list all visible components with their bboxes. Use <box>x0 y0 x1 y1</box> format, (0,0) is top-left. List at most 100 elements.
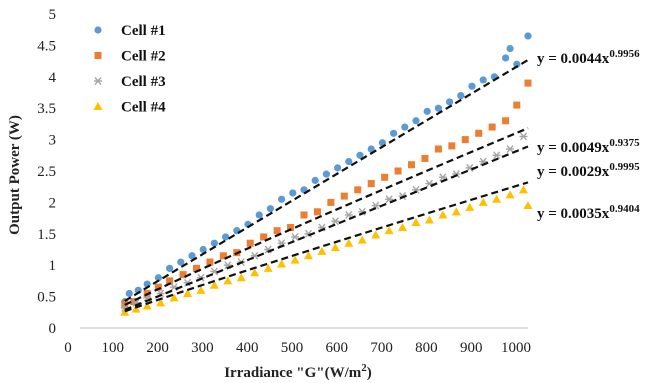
data-point <box>367 145 375 153</box>
data-point <box>478 197 488 206</box>
y-tick-label: 4.5 <box>37 38 56 54</box>
data-point <box>398 223 408 232</box>
x-tick-label: 400 <box>236 340 259 356</box>
data-point <box>446 98 454 106</box>
data-point <box>313 208 321 216</box>
data-point <box>166 264 174 272</box>
data-point <box>311 176 319 185</box>
y-tick-label: 5 <box>49 7 57 23</box>
x-axis-title-end: ) <box>367 365 372 381</box>
data-point <box>93 102 103 110</box>
data-point <box>130 298 138 306</box>
data-point <box>94 77 102 85</box>
series-cell-3 <box>120 132 528 312</box>
trend-equations: y = 0.0044x0.9956 y = 0.0049x0.9375 y = 0.… <box>537 48 640 222</box>
x-tick-label: 900 <box>460 340 483 356</box>
series-layer <box>120 32 533 316</box>
data-point <box>408 161 416 169</box>
data-point <box>303 251 313 260</box>
data-point <box>457 92 465 100</box>
data-point <box>166 277 174 285</box>
data-point <box>223 276 233 285</box>
data-point <box>327 198 335 206</box>
trend-equation: y = 0.0044x0.9956 <box>537 48 640 67</box>
y-axis-ticks: 0 0.5 1 1.5 2 2.5 3 3.5 4 4.5 5 <box>37 7 56 337</box>
data-point <box>519 185 529 194</box>
data-point <box>524 32 532 40</box>
data-point <box>421 154 429 162</box>
data-point <box>266 205 274 213</box>
data-point <box>300 211 308 219</box>
data-point <box>344 238 354 247</box>
data-point <box>131 304 141 313</box>
x-tick-label: 800 <box>415 340 438 356</box>
data-point <box>273 227 281 235</box>
y-tick-label: 2 <box>49 195 57 211</box>
data-point <box>330 243 340 252</box>
legend-label: Cell #3 <box>121 74 166 90</box>
data-point <box>209 280 219 289</box>
data-point <box>401 123 409 131</box>
y-tick-label: 3.5 <box>37 101 56 117</box>
data-point <box>169 293 179 302</box>
data-point <box>371 230 381 239</box>
data-point <box>513 60 521 68</box>
data-point <box>479 76 487 84</box>
series-cell-2 <box>121 79 532 308</box>
data-point <box>345 157 353 166</box>
x-tick-label: 700 <box>370 340 393 356</box>
data-point <box>367 180 375 188</box>
data-point <box>277 259 287 268</box>
data-point <box>278 195 286 203</box>
data-point <box>219 252 227 260</box>
data-point <box>506 145 515 153</box>
data-point <box>287 224 295 232</box>
data-point <box>188 252 196 260</box>
series-cell-1 <box>121 32 532 306</box>
data-point <box>434 145 442 153</box>
data-point <box>246 239 254 247</box>
data-point <box>381 173 389 181</box>
data-point <box>120 307 130 316</box>
x-axis-title: Irradiance "G"(W/m2) <box>224 362 372 381</box>
data-point <box>322 170 330 178</box>
data-point <box>488 123 496 131</box>
data-point <box>210 239 218 247</box>
x-tick-label: 300 <box>191 340 214 356</box>
data-point <box>236 273 246 282</box>
data-point <box>177 258 185 266</box>
data-point <box>142 301 152 310</box>
y-tick-label: 3 <box>49 133 57 149</box>
x-tick-label: 100 <box>102 340 125 356</box>
data-point <box>356 151 364 159</box>
data-point <box>334 164 342 172</box>
legend-label: Cell #2 <box>121 49 166 65</box>
data-point <box>125 289 133 298</box>
x-tick-label: 200 <box>146 340 169 356</box>
data-point <box>411 217 421 226</box>
trend-equation: y = 0.0029x0.9995 <box>537 161 640 180</box>
data-point <box>505 190 515 199</box>
data-point <box>354 186 362 194</box>
data-point <box>94 26 102 34</box>
data-point <box>502 54 510 62</box>
x-tick-label: 1000 <box>501 340 531 356</box>
data-point <box>384 226 394 235</box>
data-point <box>290 255 300 264</box>
data-point <box>394 167 402 175</box>
x-axis-ticks: 0 100 200 300 400 500 600 700 800 900 1000 <box>64 340 531 356</box>
data-point <box>291 232 300 241</box>
data-point <box>357 235 367 244</box>
x-axis-title-sup: 2 <box>361 362 367 374</box>
y-tick-label: 4 <box>49 70 57 86</box>
data-point <box>317 246 327 255</box>
legend-label: Cell #4 <box>121 100 166 116</box>
y-tick-label: 0 <box>49 321 57 337</box>
trendline <box>124 145 529 311</box>
trend-equation: y = 0.0035x0.9404 <box>537 203 640 222</box>
data-point <box>492 151 501 160</box>
legend: Cell #1 Cell #2 Cell #3 Cell #4 <box>93 23 166 116</box>
data-point <box>468 82 476 90</box>
y-tick-label: 1.5 <box>37 227 56 243</box>
data-point <box>519 132 528 141</box>
